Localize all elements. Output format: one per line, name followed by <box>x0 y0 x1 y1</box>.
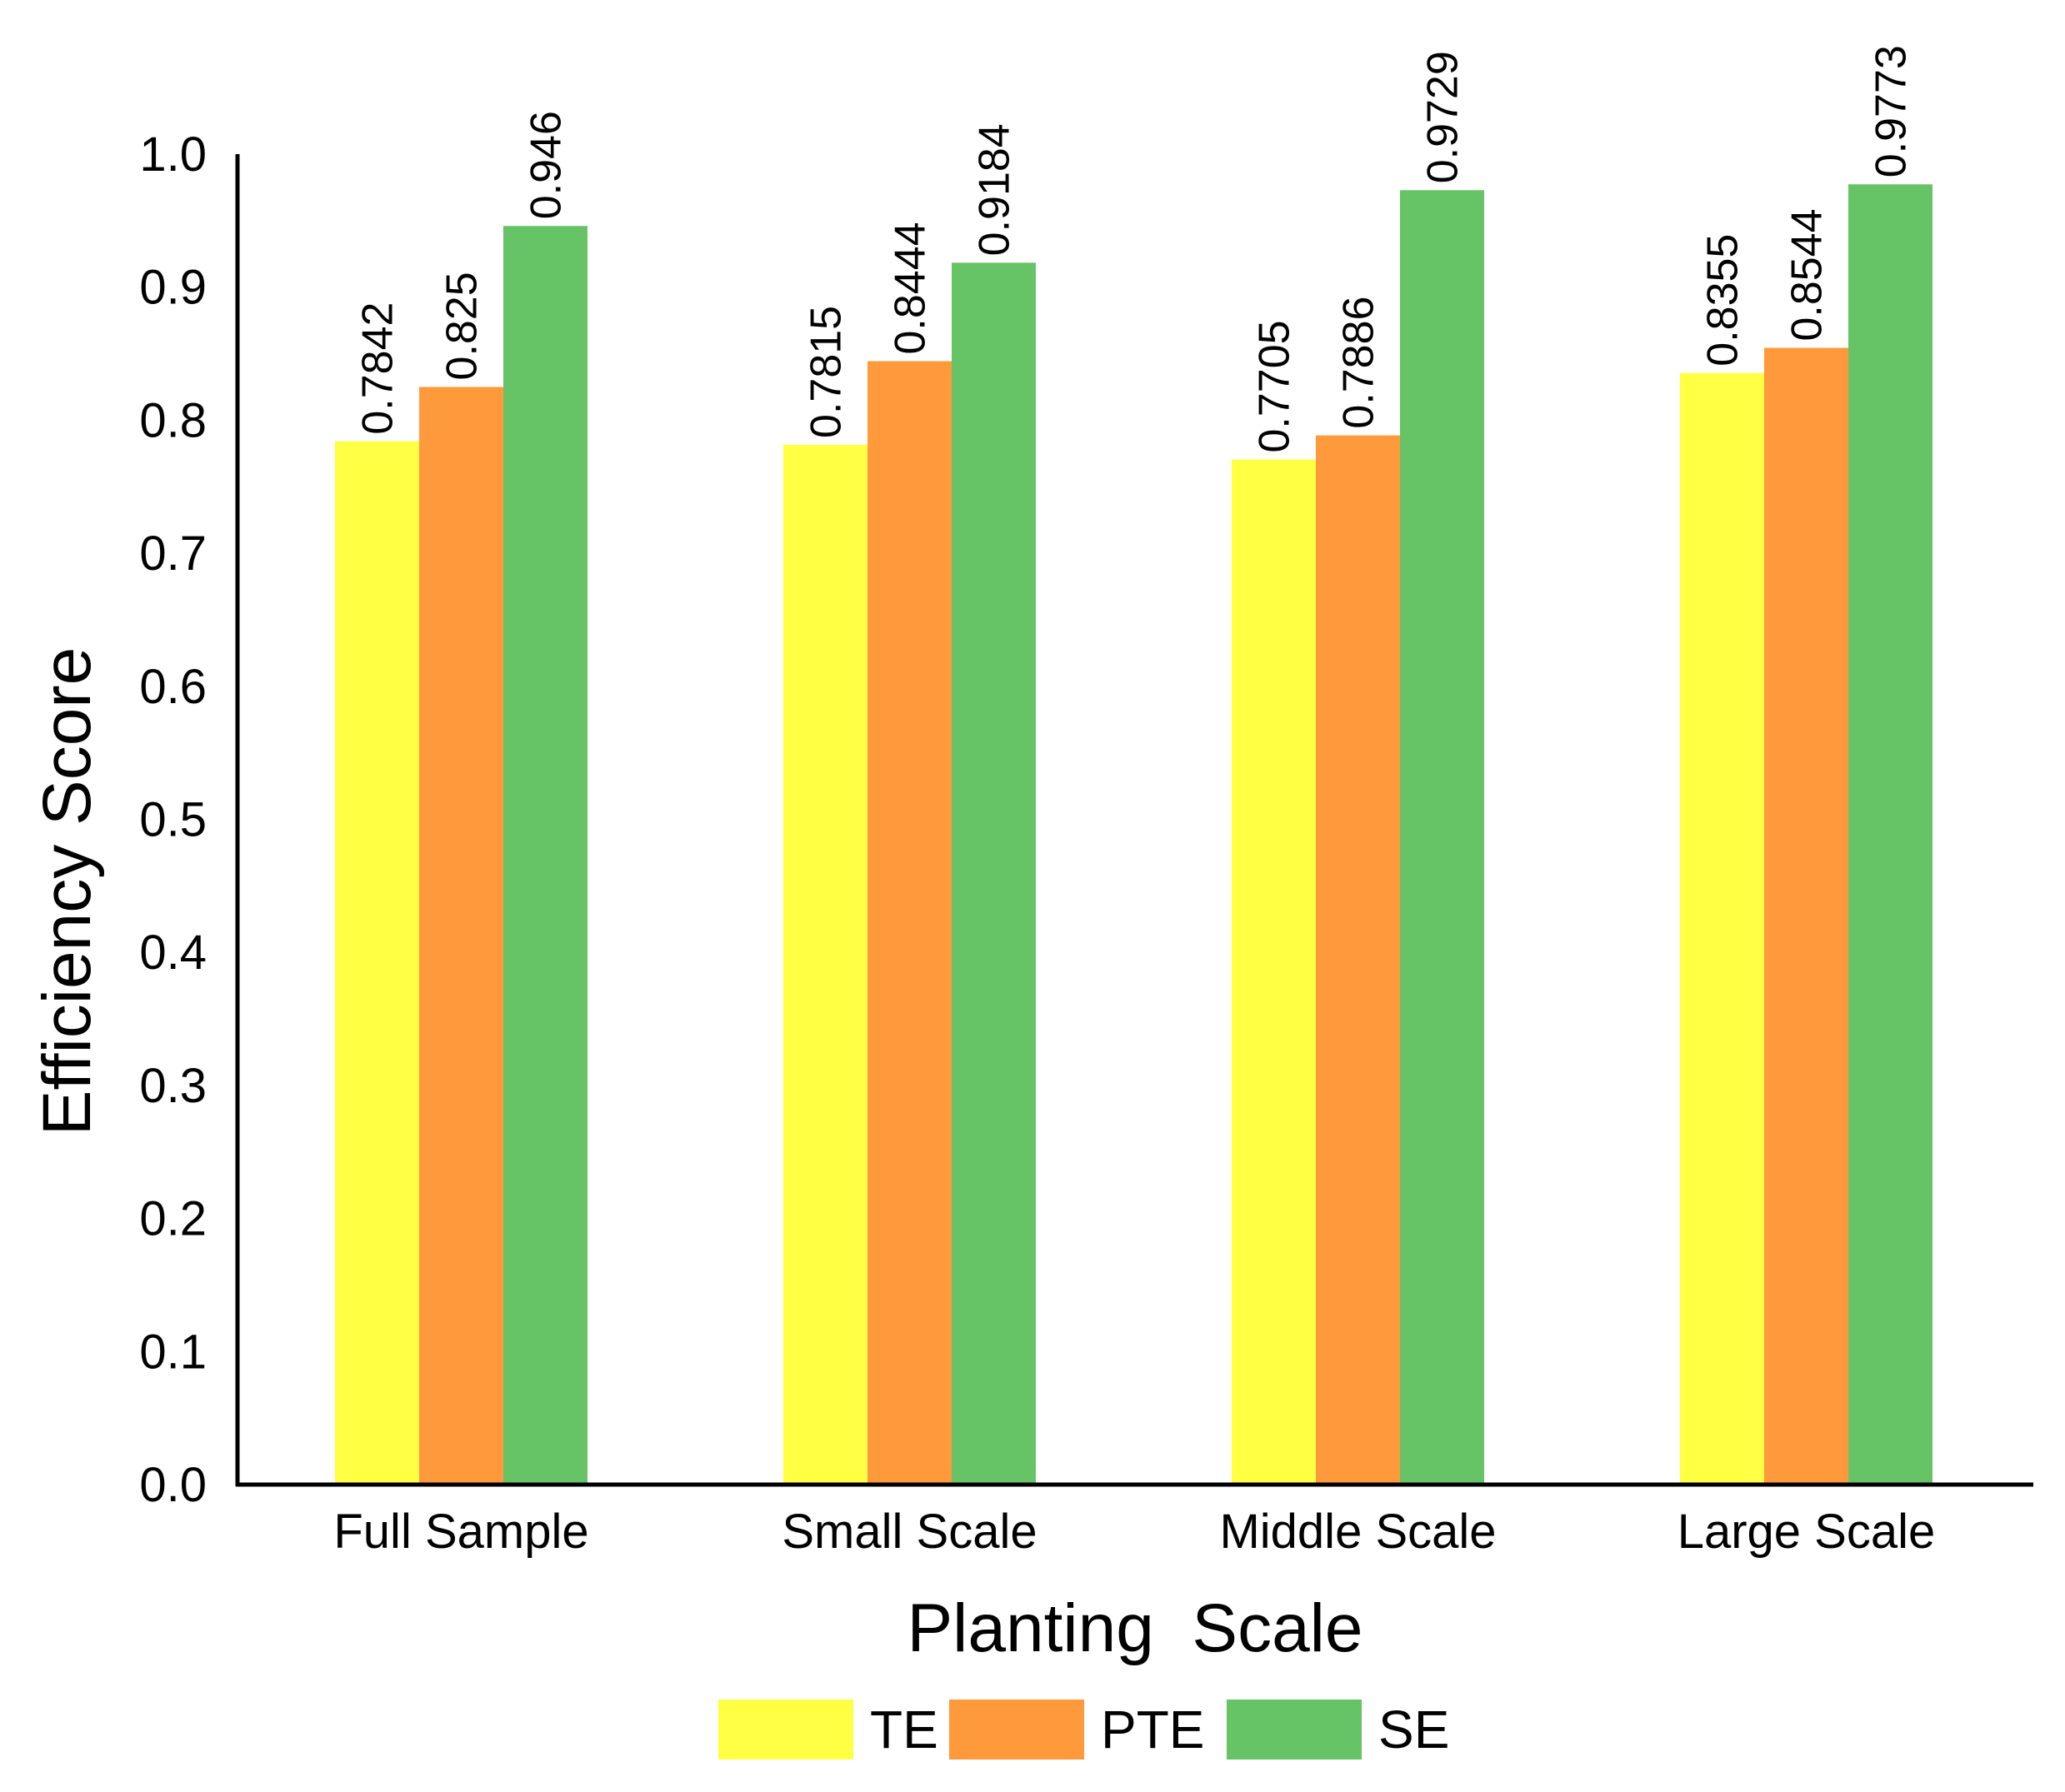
bars-group <box>335 184 1932 1485</box>
bar-te-middle-scale <box>1232 459 1316 1485</box>
axes-group <box>235 154 2033 1487</box>
bar-te-small-scale <box>783 444 868 1485</box>
y-tick-label: 0.4 <box>139 926 207 980</box>
legend-label-se: SE <box>1378 1700 1449 1760</box>
y-tick-label: 0.3 <box>139 1059 207 1113</box>
y-tick-label: 0.8 <box>139 393 207 447</box>
value-label: 0.9773 <box>1868 45 1916 177</box>
value-label: 0.7842 <box>354 302 402 435</box>
y-tick-label: 1.0 <box>139 127 207 182</box>
bar-se-middle-scale <box>1400 190 1484 1485</box>
legend-swatch-se <box>1227 1700 1362 1760</box>
value-label: 0.825 <box>438 272 487 380</box>
y-tick-label: 0.2 <box>139 1192 207 1246</box>
y-tick-label: 0.1 <box>139 1325 207 1379</box>
y-tick-label: 0.5 <box>139 793 207 847</box>
y-tick-label: 0.7 <box>139 527 207 581</box>
y-tick-label: 0.0 <box>139 1458 207 1512</box>
legend-swatch-te <box>718 1700 853 1760</box>
legend: TE PTE SE <box>718 1700 1449 1760</box>
value-label: 0.9184 <box>971 123 1019 256</box>
value-label: 0.8544 <box>1783 208 1832 341</box>
value-label: 0.7705 <box>1251 320 1299 452</box>
legend-swatch-pte <box>949 1700 1084 1760</box>
bar-pte-small-scale <box>868 361 952 1485</box>
bar-pte-full-sample <box>419 387 503 1485</box>
y-tick-label: 0.6 <box>139 660 207 714</box>
value-label: 0.8444 <box>887 222 935 354</box>
bar-te-full-sample <box>335 441 419 1485</box>
value-label: 0.946 <box>522 111 571 219</box>
y-tick-label: 0.9 <box>139 261 207 315</box>
bar-se-small-scale <box>952 262 1036 1485</box>
bar-se-large-scale <box>1848 184 1932 1485</box>
bar-pte-large-scale <box>1764 347 1848 1485</box>
x-tick-label: Full Sample <box>333 1505 588 1559</box>
y-tick-labels: 0.0 0.1 0.2 0.3 0.4 0.5 0.6 0.7 0.8 0.9 1.0 <box>139 127 207 1512</box>
legend-label-te: TE <box>870 1700 938 1760</box>
y-axis-title: Efficiency Score <box>29 647 105 1136</box>
value-label: 0.7815 <box>802 306 851 438</box>
bar-pte-middle-scale <box>1316 435 1400 1485</box>
x-tick-label: Large Scale <box>1678 1505 1936 1559</box>
x-tick-label: Middle Scale <box>1219 1505 1496 1559</box>
bar-se-full-sample <box>503 226 588 1485</box>
legend-label-pte: PTE <box>1101 1700 1204 1760</box>
value-label: 0.7886 <box>1335 297 1383 429</box>
bar-te-large-scale <box>1680 372 1764 1485</box>
x-axis-title: Planting Scale <box>907 1590 1362 1666</box>
value-label: 0.8355 <box>1699 234 1748 367</box>
x-tick-labels: Full Sample Small Scale Middle Scale Large … <box>333 1505 1935 1559</box>
x-tick-label: Small Scale <box>782 1505 1037 1559</box>
value-labels-group: 0.7842 0.825 0.946 0.7815 0.8444 0.9184 0.7705… <box>354 45 1916 452</box>
value-label: 0.9729 <box>1419 51 1468 183</box>
